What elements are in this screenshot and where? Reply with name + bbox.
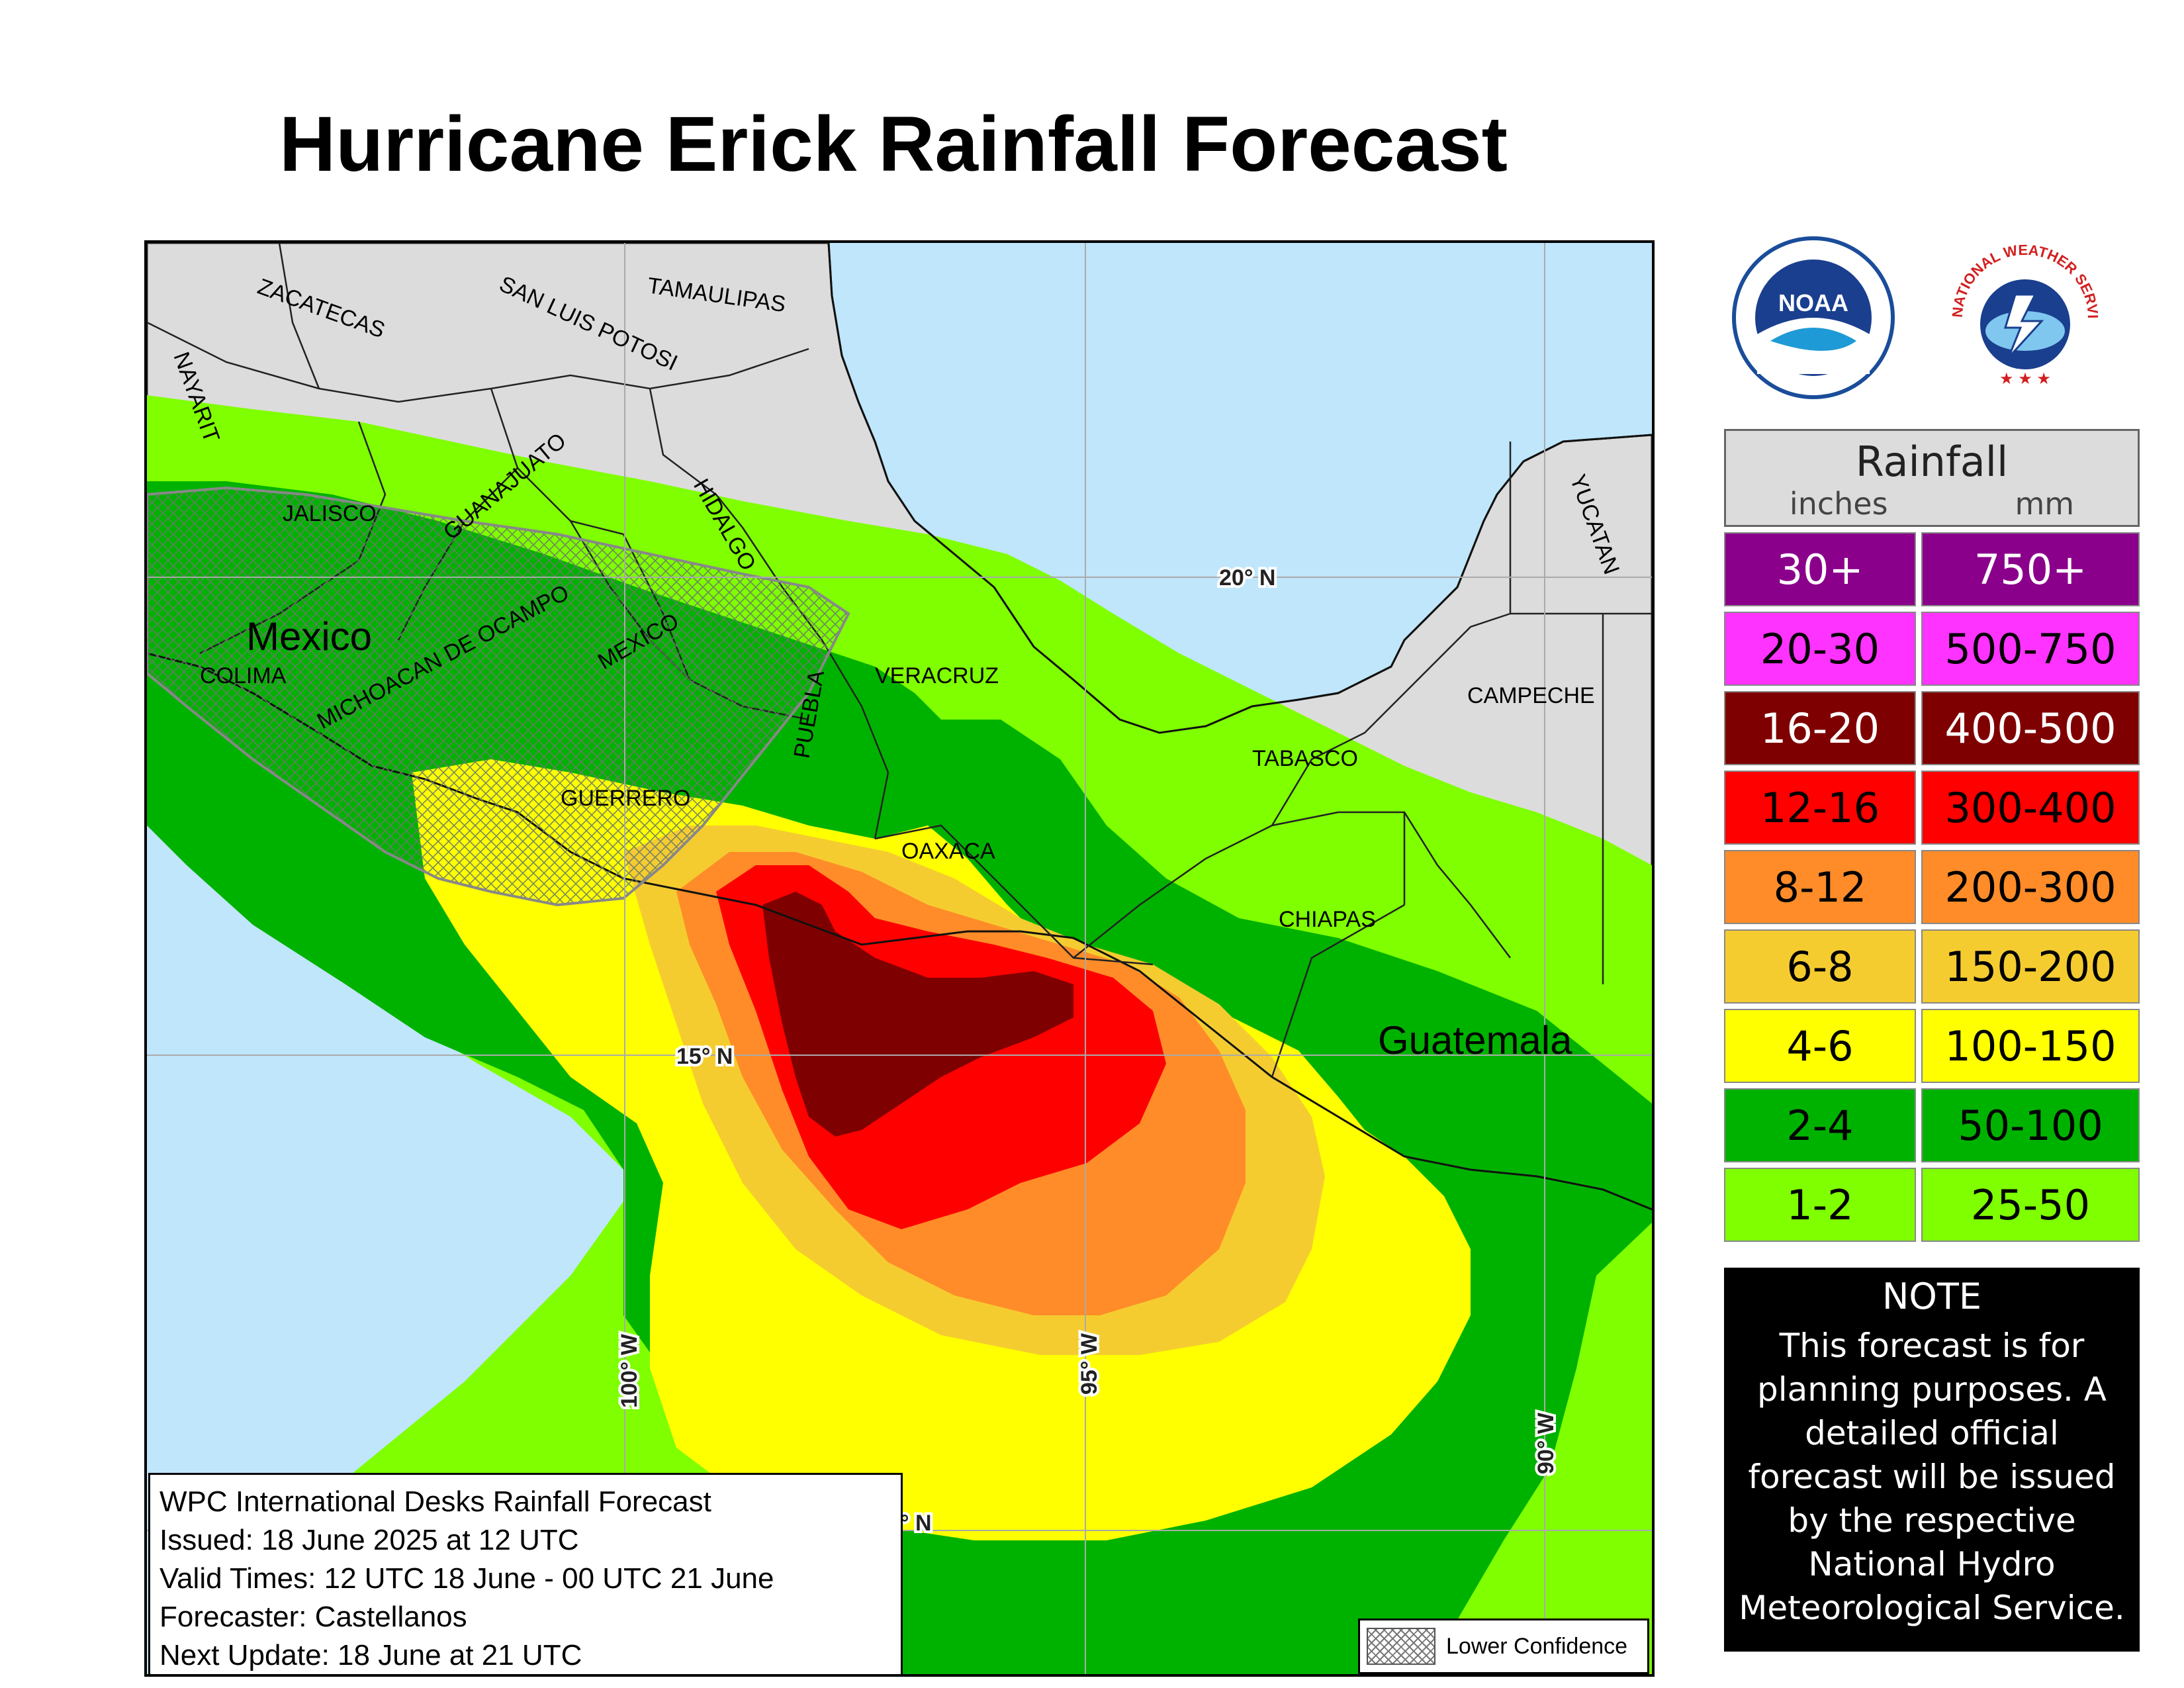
legend-mm-cell: 500-750 [1921, 612, 2140, 686]
legend-inches-cell: 1-2 [1724, 1168, 1916, 1242]
legend-row: 20-30 500-750 [1724, 612, 2140, 686]
nws-logo: NATIONAL WEATHER SERVICE ★ ★ ★ [1942, 235, 2105, 397]
legend-row: 2-4 50-100 [1724, 1088, 2140, 1162]
noaa-logo-text: NOAA [1778, 289, 1848, 316]
region-label-colima: COLIMA [200, 663, 287, 688]
legend-inches-cell: 16-20 [1724, 691, 1916, 765]
legend-mm-cell: 25-50 [1921, 1168, 2140, 1242]
lower-confidence-legend: Lower Confidence [1358, 1618, 1649, 1674]
legend-mm-cell: 200-300 [1921, 850, 2140, 924]
legend-inches-cell: 4-6 [1724, 1009, 1916, 1083]
hatch-swatch [1367, 1628, 1435, 1665]
legend-mm-cell: 100-150 [1921, 1009, 2140, 1083]
lat-15-label: 15° N [676, 1044, 733, 1069]
legend-inches-cell: 30+ [1724, 532, 1916, 606]
noaa-logo: NOAA [1732, 236, 1895, 399]
legend-title: Rainfall [1855, 438, 2009, 486]
info-issued: Issued: 18 June 2025 at 12 UTC [159, 1524, 579, 1556]
lat-10-label: ° N [900, 1511, 932, 1536]
legend-inches-cell: 20-30 [1724, 612, 1916, 686]
legend-inches-cell: 6-8 [1724, 929, 1916, 1004]
legend-inches-cell: 8-12 [1724, 850, 1916, 924]
lower-confidence-label: Lower Confidence [1446, 1633, 1628, 1659]
info-forecaster: Forecaster: Castellanos [159, 1601, 467, 1633]
note-title: NOTE [1882, 1276, 1981, 1317]
legend-unit-inches: inches [1789, 486, 1888, 522]
lower-confidence-area [147, 486, 850, 907]
lat-20-label: 20° N [1219, 565, 1275, 590]
legend-row: 16-20 400-500 [1724, 691, 2140, 765]
legend-header: Rainfall inches mm [1724, 429, 2140, 527]
legend-mm-cell: 400-500 [1921, 691, 2140, 765]
nws-stars: ★ ★ ★ [1999, 370, 2051, 388]
gulf-coastline [827, 243, 1652, 734]
note-box: NOTE This forecast is for planning purpo… [1724, 1268, 2140, 1652]
legend-row: 4-6 100-150 [1724, 1009, 2140, 1083]
legend-inches-cell: 12-16 [1724, 771, 1916, 845]
legend-row: 1-2 25-50 [1724, 1168, 2140, 1242]
legend-mm-cell: 150-200 [1921, 929, 2140, 1004]
info-next-update: Next Update: 18 June at 21 UTC [159, 1639, 582, 1671]
region-label-chiapas: CHIAPAS [1279, 907, 1376, 932]
legend-row: 8-12 200-300 [1724, 850, 2140, 924]
country-label-mexico: Mexico [246, 614, 372, 659]
legend-row: 12-16 300-400 [1724, 771, 2140, 845]
legend-units: inches mm [1726, 486, 2138, 522]
legend-row: 30+ 750+ [1724, 532, 2140, 606]
legend-unit-mm: mm [2015, 486, 2075, 522]
info-source: WPC International Desks Rainfall Forecas… [159, 1485, 711, 1518]
rain-16-20-contour [762, 892, 1073, 1137]
legend-row: 6-8 150-200 [1724, 929, 2140, 1004]
forecast-info-box: WPC International Desks Rainfall Forecas… [148, 1473, 903, 1674]
map-canvas: 20° N 15° N ° N 100° W 95° W 90° W ZACAT… [147, 243, 1652, 1674]
region-label-jalisco: JALISCO [283, 501, 377, 526]
rainfall-map: 20° N 15° N ° N 100° W 95° W 90° W ZACAT… [144, 240, 1655, 1677]
region-label-tabasco: TABASCO [1252, 746, 1358, 771]
map-title: Hurricane Erick Rainfall Forecast [279, 101, 1508, 188]
region-label-guerrero: GUERRERO [561, 786, 690, 811]
lon-100-label: 100° W [617, 1333, 642, 1408]
rainfall-legend: Rainfall inches mm 30+ 750+ 20-30 500-750 16… [1724, 429, 2140, 1242]
region-label-oaxaca: OAXACA [901, 839, 995, 864]
legend-rows: 30+ 750+ 20-30 500-750 16-20 400-500 12-16 300-… [1724, 532, 2140, 1242]
country-label-guatemala: Guatemala [1378, 1018, 1572, 1062]
region-label-veracruz: VERACRUZ [875, 663, 999, 688]
info-valid-times: Valid Times: 12 UTC 18 June - 00 UTC 21 … [159, 1562, 774, 1595]
legend-inches-cell: 2-4 [1724, 1088, 1916, 1162]
lon-90-label: 90° W [1533, 1412, 1559, 1474]
legend-mm-cell: 750+ [1921, 532, 2140, 606]
legend-mm-cell: 300-400 [1921, 771, 2140, 845]
lon-95-label: 95° W [1077, 1333, 1102, 1395]
legend-mm-cell: 50-100 [1921, 1088, 2140, 1162]
region-label-campeche: CAMPECHE [1467, 683, 1595, 708]
note-body: This forecast is for planning purposes. … [1739, 1327, 2125, 1627]
